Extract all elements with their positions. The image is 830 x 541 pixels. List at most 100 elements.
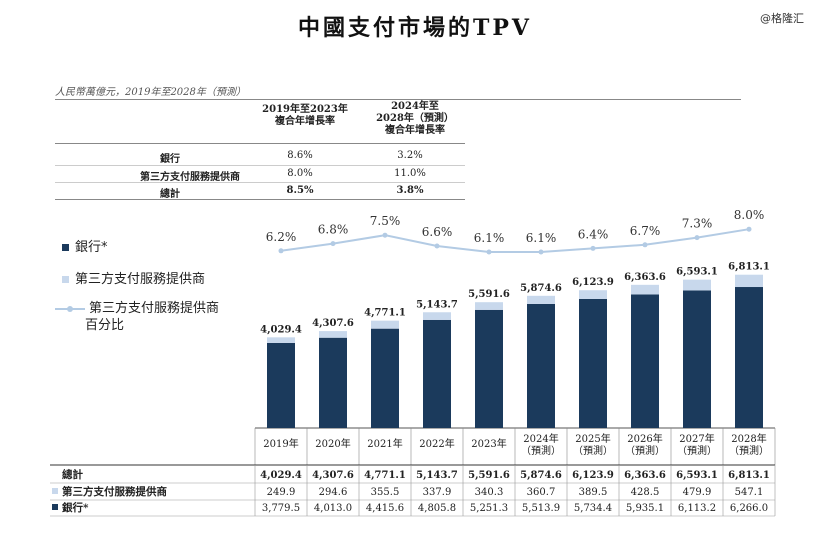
legend-bank: 銀行* [62,236,108,255]
percentage-label: 6.8% [318,223,349,237]
bar-third-party [735,274,763,288]
x-tick-label: 2019年 [263,437,298,450]
percentage-point [278,248,284,254]
percentage-label: 6.4% [578,227,609,241]
unit-note: 人民幣萬億元，2019年至2028年（預測） [55,87,246,98]
bar-bank [683,290,711,428]
legend-third-party: 第三方支付服務提供商 [62,268,205,287]
percentage-point [538,249,544,255]
bar-third-party [475,302,503,310]
x-tick-label: 2026年 [627,432,662,445]
bar-bank [579,298,607,428]
cagr-value-1: 8.5% [286,185,314,196]
cagr-value-1: 8.6% [287,150,313,161]
bar-third-party [319,331,347,338]
table-cell: 249.9 [267,487,296,498]
percentage-label: 7.5% [370,214,401,228]
table-cell: 3,779.5 [262,503,300,514]
legend-line-icon [55,305,85,312]
cagr-value-1: 8.0% [287,168,313,179]
cagr-label: 總計 [160,189,180,200]
legend-percentage-label-1: 第三方支付服務提供商 [89,301,220,316]
cagr-value-2: 11.0% [394,168,426,179]
bar-total-label: 6,593.1 [676,267,718,278]
table-cell: 6,266.0 [730,503,768,514]
bar-third-party [527,295,555,304]
percentage-label: 6.1% [474,231,505,245]
x-tick-label: （預測） [573,444,613,457]
percentage-label: 6.6% [422,225,453,239]
table-cell: 6,113.2 [678,503,716,514]
table-cell: 547.1 [735,487,764,498]
table-cell: 355.5 [371,487,400,498]
percentage-label: 6.7% [630,224,661,238]
table-cell: 360.7 [527,487,556,498]
bar-total-label: 6,363.6 [624,272,666,283]
bar-total-label: 6,813.1 [728,262,770,273]
x-tick-label: 2024年 [523,432,558,445]
bar-third-party [267,337,295,343]
x-tick-label: （預測） [521,444,561,457]
table-cell: 428.5 [631,487,660,498]
bar-bank [371,328,399,428]
bar-bank [475,309,503,428]
cagr-rule-bottom [55,199,465,200]
table-cell: 6,363.6 [624,470,666,481]
bar-third-party [683,279,711,291]
percentage-point [590,245,596,251]
percentage-point [434,243,440,249]
percentage-label: 7.3% [682,217,713,231]
cagr-rule-top [55,143,465,144]
table-cell: 479.9 [683,487,712,498]
x-tick-label: 2027年 [679,432,714,445]
bar-bank [423,319,451,428]
x-tick-label: 2021年 [367,437,402,450]
legend-percentage-label-2: 百分比 [85,318,125,333]
table-cell: 5,734.4 [574,503,612,514]
table-cell: 5,513.9 [522,503,560,514]
table-cell: 6,813.1 [728,470,770,481]
table-cell: 6,593.1 [676,470,718,481]
x-tick-label: （預測） [729,444,769,457]
cagr-header-2: 2024年至 2028年（預測） 複合年增長率 [360,101,470,137]
chart-title: 中國支付市場的TPV [298,15,532,41]
table-cell: 4,013.0 [314,503,352,514]
bar-total-label: 6,123.9 [572,277,614,288]
legend-bank-label: 銀行* [75,240,108,255]
table-cell: 4,771.1 [364,470,406,481]
percentage-point [382,232,388,238]
bar-third-party [631,284,659,295]
cagr-rule [55,165,465,166]
cagr-rule [55,182,465,183]
x-tick-label: 2028年 [731,432,766,445]
table-row-label: 總計 [62,468,83,481]
percentage-point [746,226,752,232]
cagr-header-1-text: 2019年至2023年 複合年增長率 [262,104,348,127]
legend-third-party-swatch [62,276,69,283]
bar-third-party [579,290,607,299]
table-cell: 6,123.9 [572,470,614,481]
bar-total-label: 4,307.6 [312,318,354,329]
cagr-label: 第三方支付服務提供商 [140,172,240,183]
x-tick-label: 2025年 [575,432,610,445]
x-tick-label: 2020年 [315,437,350,450]
table-cell: 4,307.6 [312,470,354,481]
bar-total-label: 5,143.7 [416,299,458,310]
percentage-point [330,241,336,247]
cagr-value-2: 3.8% [396,185,424,196]
table-row-label: 銀行* [62,501,89,514]
table-cell: 4,805.8 [418,503,456,514]
bar-total-label: 5,874.6 [520,283,562,294]
bar-bank [631,294,659,428]
cagr-header-1: 2019年至2023年 複合年增長率 [250,104,360,128]
table-cell: 5,143.7 [416,470,458,481]
cagr-value-2: 3.2% [397,150,423,161]
percentage-point [486,249,492,255]
bar-bank [527,303,555,428]
legend-bank-swatch [62,244,69,251]
percentage-label: 6.1% [526,231,557,245]
table-cell: 5,874.6 [520,470,562,481]
bar-bank [319,337,347,428]
bar-total-label: 4,771.1 [364,308,406,319]
